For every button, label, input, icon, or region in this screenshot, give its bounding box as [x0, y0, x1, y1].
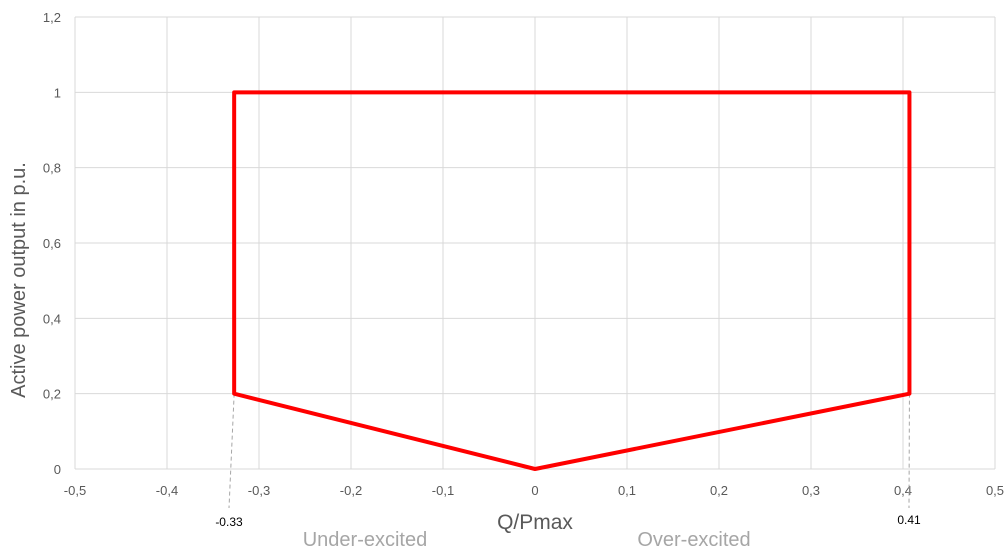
x-tick-label: 0,2 [710, 483, 728, 498]
x-tick-label: 0,5 [986, 483, 1004, 498]
y-tick-label: 0,6 [43, 236, 61, 251]
right-marker-label: 0.41 [897, 513, 921, 527]
grid [74, 16, 996, 470]
x-tick-label: -0,2 [340, 483, 362, 498]
x-tick-label: -0,1 [432, 483, 454, 498]
x-tick-label: 0,3 [802, 483, 820, 498]
y-tick-label: 1,2 [43, 10, 61, 25]
x-tick-label: -0,3 [248, 483, 270, 498]
y-tick-label: 0,2 [43, 387, 61, 402]
x-tick-label: -0,4 [156, 483, 178, 498]
labels: Active power output in p.u. Q/Pmax Under… [8, 162, 921, 551]
over-excited-label: Over-excited [637, 529, 750, 551]
y-tick-label: 0,4 [43, 311, 61, 326]
under-excited-label: Under-excited [303, 529, 428, 551]
y-axis-title: Active power output in p.u. [8, 162, 30, 398]
x-tick-label: 0,4 [894, 483, 912, 498]
y-tick-label: 1 [54, 85, 61, 100]
marker-guides [228, 393, 910, 509]
left-marker-dash [228, 393, 235, 509]
series-layer [232, 90, 912, 471]
y-tick-label: 0 [54, 462, 61, 477]
y-tick-label: 0,8 [43, 161, 61, 176]
axes: -0,5 -0,4 -0,3 -0,2 -0,1 0 0,1 0,2 0,3 0,4 0,5 0 0,2… [43, 10, 1004, 498]
x-tick-label: -0,5 [64, 483, 86, 498]
pq-capability-curve [232, 90, 912, 471]
x-axis-title: Q/Pmax [497, 511, 573, 534]
x-tick-label: 0 [531, 483, 538, 498]
x-tick-label: 0,1 [618, 483, 636, 498]
left-marker-label: -0.33 [215, 515, 243, 529]
